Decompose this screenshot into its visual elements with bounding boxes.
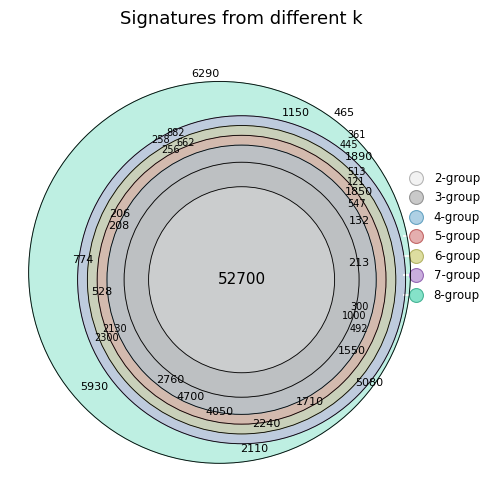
Text: 256: 256 [161,145,180,155]
Text: 528: 528 [91,287,113,297]
Text: 2130: 2130 [102,324,127,334]
Circle shape [149,186,335,373]
Text: 1150: 1150 [281,108,309,118]
Text: 4700: 4700 [176,392,204,402]
Text: 1850: 1850 [345,186,373,197]
Text: 2760: 2760 [156,375,185,385]
Text: 2110: 2110 [240,444,268,454]
Text: 6290: 6290 [191,69,219,79]
Text: 2240: 2240 [252,419,280,429]
Text: 547: 547 [347,199,366,209]
Text: 206: 206 [109,209,130,219]
Text: 465: 465 [334,108,355,118]
Legend: 2-group, 3-group, 4-group, 5-group, 6-group, 7-group, 8-group: 2-group, 3-group, 4-group, 5-group, 6-gr… [400,167,485,306]
Circle shape [107,145,376,414]
Text: 5080: 5080 [355,377,383,388]
Circle shape [78,116,406,444]
Text: 208: 208 [108,221,130,231]
Text: 52700: 52700 [218,272,266,287]
Text: 213: 213 [349,258,369,268]
Text: 492: 492 [350,324,368,334]
Text: 882: 882 [166,128,185,138]
Title: Signatures from different k: Signatures from different k [120,10,363,28]
Circle shape [29,82,410,463]
Circle shape [124,162,359,397]
Text: 4050: 4050 [206,407,234,417]
Circle shape [97,135,386,424]
Text: 2300: 2300 [95,334,119,344]
Text: 662: 662 [176,138,195,148]
Text: 1550: 1550 [338,346,366,356]
Text: 300: 300 [350,302,368,311]
Text: 132: 132 [349,216,369,226]
Text: 1890: 1890 [345,152,373,162]
Text: 1710: 1710 [296,397,324,407]
Text: 1000: 1000 [342,311,366,322]
Text: 5930: 5930 [81,383,109,393]
Circle shape [87,125,396,434]
Text: 121: 121 [347,177,366,187]
Text: 513: 513 [347,167,366,177]
Text: 445: 445 [340,140,358,150]
Text: 774: 774 [72,255,93,265]
Text: 258: 258 [152,135,170,145]
Text: 361: 361 [347,131,366,140]
